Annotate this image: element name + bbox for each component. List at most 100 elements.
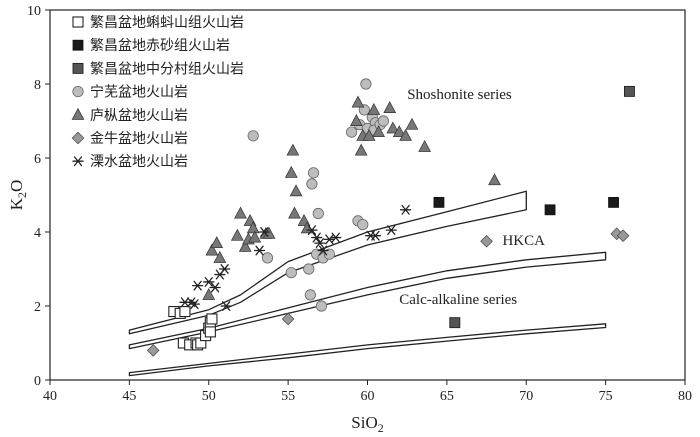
x-tick-label: 70 <box>519 389 533 404</box>
y-axis-label-tail: O <box>7 180 26 192</box>
legend-marker <box>72 156 84 167</box>
data-point <box>209 282 221 293</box>
data-points <box>146 78 635 357</box>
data-point <box>213 250 227 263</box>
data-point <box>210 236 224 249</box>
data-point <box>202 287 216 300</box>
data-point <box>146 344 160 357</box>
data-point <box>433 196 445 208</box>
data-point <box>385 225 397 236</box>
series-0 <box>168 305 218 351</box>
data-point <box>314 238 326 249</box>
data-point <box>204 326 216 338</box>
data-point <box>608 196 619 208</box>
x-tick-label: 45 <box>122 389 136 404</box>
x-tick-label: 50 <box>202 389 216 404</box>
legend-label: 溧水盆地火山岩 <box>90 154 188 170</box>
data-point <box>369 230 382 241</box>
series-6 <box>179 204 412 311</box>
data-point <box>377 115 389 127</box>
x-tick-label: 40 <box>43 389 57 404</box>
series-boundaries <box>128 190 607 377</box>
data-point <box>616 229 630 242</box>
data-point <box>362 128 376 141</box>
series-5 <box>146 227 630 357</box>
data-point <box>399 204 412 215</box>
data-point <box>623 85 635 97</box>
data-point <box>346 126 358 138</box>
data-point <box>354 143 368 156</box>
y-tick-label: 8 <box>34 78 41 93</box>
data-point <box>399 128 412 141</box>
data-point <box>206 313 218 325</box>
data-point <box>323 234 336 245</box>
shoshonite-upper <box>128 190 527 335</box>
data-point <box>258 227 270 237</box>
annotation-calc-alkaline: Calc-alkaline series <box>399 292 517 308</box>
annotation-hkca: HKCA <box>502 233 545 249</box>
legend-label: 繁昌盆地赤砂组火山岩 <box>90 38 230 54</box>
axes: 40 45 50 55 60 65 70 75 80 0 2 4 6 8 10 <box>27 4 692 404</box>
x-axis-label: SiO2 <box>351 413 383 435</box>
data-point <box>288 206 301 219</box>
legend-marker <box>71 131 85 145</box>
data-point <box>284 165 298 178</box>
data-point <box>317 245 329 256</box>
legend-label: 金牛盆地火山岩 <box>90 131 188 147</box>
data-point <box>234 206 247 219</box>
data-point <box>405 117 419 130</box>
x-tick-label: 65 <box>440 389 454 404</box>
data-point <box>205 243 219 256</box>
data-point <box>304 289 316 301</box>
annotation-shoshonite: Shoshonite series <box>407 87 512 103</box>
data-point <box>218 264 231 274</box>
data-point <box>203 277 215 287</box>
calc-alkaline-boundary <box>128 323 607 377</box>
data-point <box>248 230 262 243</box>
data-point <box>307 167 320 179</box>
series-2 <box>449 85 635 329</box>
y-tick-label: 4 <box>34 226 41 241</box>
legend-label: 庐枞盆地火山岩 <box>90 108 188 124</box>
y-axis-label-sub: 2 <box>15 192 29 198</box>
data-point <box>392 125 406 138</box>
data-point <box>281 312 295 326</box>
data-point <box>230 228 244 241</box>
y-tick-label: 6 <box>34 152 41 167</box>
x-tick-label: 75 <box>599 389 613 404</box>
legend-marker <box>72 16 84 28</box>
x-tick-label: 55 <box>281 389 295 404</box>
x-tick-label: 80 <box>678 389 692 404</box>
data-point <box>367 102 381 115</box>
data-point <box>289 184 303 197</box>
y-axis-label-main: K <box>7 197 26 210</box>
data-point <box>323 248 335 260</box>
data-point <box>386 121 400 134</box>
data-point <box>488 173 501 186</box>
y-tick-label: 2 <box>34 300 41 315</box>
y-tick-label: 10 <box>27 4 41 19</box>
x-axis-label-main: SiO <box>351 413 377 432</box>
y-axis-label: K2O <box>7 180 29 211</box>
data-point <box>188 299 201 310</box>
legend-label: 宁芜盆地火山岩 <box>90 84 188 101</box>
data-point <box>179 305 191 318</box>
x-axis-label-sub: 2 <box>378 421 384 435</box>
data-point <box>286 143 300 156</box>
data-point <box>350 114 363 126</box>
data-point <box>247 130 259 142</box>
data-point <box>306 178 318 190</box>
data-point <box>351 95 365 108</box>
data-point <box>449 317 461 329</box>
data-point <box>544 204 556 216</box>
data-point <box>253 245 266 256</box>
legend-label: 繁昌盆地蝌蚪山组火山岩 <box>90 15 244 31</box>
data-point <box>303 263 315 275</box>
data-point <box>246 221 260 234</box>
data-point <box>238 239 252 252</box>
x-tick-label: 60 <box>361 389 375 404</box>
annotations: Shoshonite series HKCA Calc-alkaline serie… <box>399 87 545 308</box>
data-point <box>312 207 324 220</box>
